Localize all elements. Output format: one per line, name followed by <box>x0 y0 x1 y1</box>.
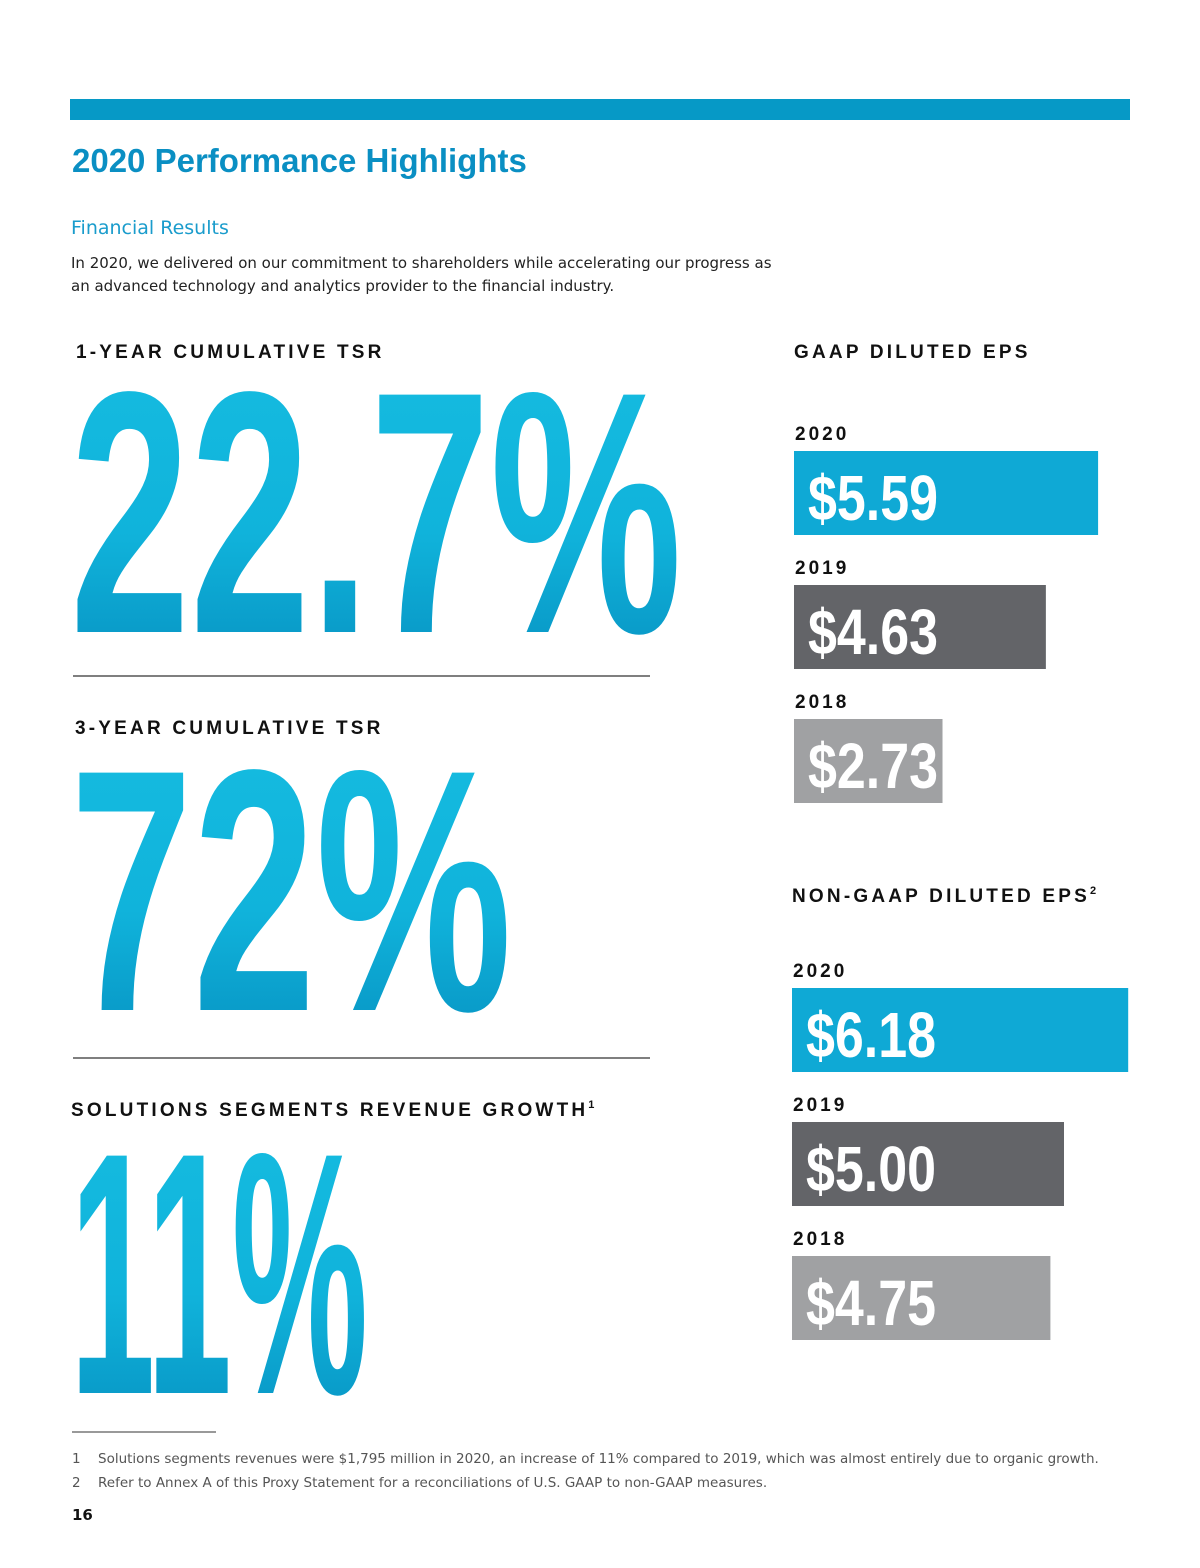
section-label: NON-GAAP DILUTED EPS2 <box>792 885 1099 907</box>
page-title: 2020 Performance Highlights <box>72 142 527 179</box>
bar <box>794 585 1046 669</box>
category-label: 2019 <box>795 558 849 579</box>
value-label: $4.63 <box>808 596 938 668</box>
category-label: 2020 <box>793 961 847 982</box>
intro-line: In 2020, we delivered on our commitment … <box>71 254 772 272</box>
value-label: $2.73 <box>808 730 938 802</box>
bar <box>794 719 943 803</box>
bar <box>794 451 1099 535</box>
section-label: GAAP DILUTED EPS <box>794 342 1031 363</box>
label-text: SOLUTIONS SEGMENTS REVENUE GROWTH <box>71 1100 588 1121</box>
label-text: 1-YEAR CUMULATIVE TSR <box>76 342 385 363</box>
bar <box>792 1256 1051 1340</box>
top-rule <box>70 99 1130 120</box>
section-title: Financial Results <box>71 217 229 239</box>
bar <box>792 988 1129 1072</box>
value-label: $4.75 <box>806 1267 936 1339</box>
category-label: 2018 <box>793 1229 847 1250</box>
section-label: SOLUTIONS SEGMENTS REVENUE GROWTH1 <box>71 1099 598 1121</box>
label-text: NON-GAAP DILUTED EPS <box>792 886 1090 907</box>
section-label: 1-YEAR CUMULATIVE TSR <box>76 342 385 363</box>
value-label: $6.18 <box>806 999 936 1071</box>
footnote-marker: 1 <box>588 1099 597 1111</box>
section-label: 3-YEAR CUMULATIVE TSR <box>75 718 384 739</box>
value-label: $5.59 <box>808 462 938 534</box>
footnote-marker: 2 <box>1090 885 1099 897</box>
footnote-number: 1 <box>72 1451 81 1467</box>
category-label: 2019 <box>793 1095 847 1116</box>
big-metric: 11% <box>70 1082 368 1467</box>
footnote-text: Refer to Annex A of this Proxy Statement… <box>98 1475 767 1491</box>
category-label: 2020 <box>795 424 849 445</box>
footnote-text: Solutions segments revenues were $1,795 … <box>98 1451 1099 1467</box>
label-text: 3-YEAR CUMULATIVE TSR <box>75 718 384 739</box>
intro-line: an advanced technology and analytics pro… <box>71 277 614 295</box>
label-text: GAAP DILUTED EPS <box>794 342 1031 363</box>
category-label: 2018 <box>795 692 849 713</box>
bar <box>792 1122 1064 1206</box>
page-number: 16 <box>72 1506 93 1524</box>
footnote-number: 2 <box>72 1475 81 1491</box>
big-metric: 22.7% <box>70 321 682 706</box>
value-label: $5.00 <box>806 1133 936 1205</box>
big-metric: 72% <box>70 699 512 1084</box>
